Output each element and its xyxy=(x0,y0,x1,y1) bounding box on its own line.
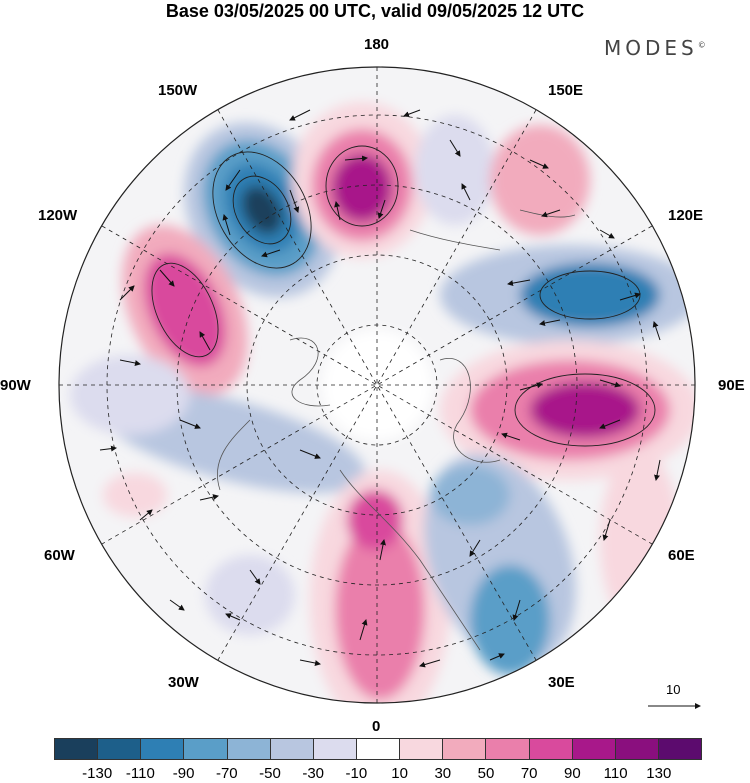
colorbar-tick-label: 50 xyxy=(477,765,495,782)
colorbar-tick-label: -10 xyxy=(345,765,368,782)
colorbar-swatch xyxy=(356,739,401,759)
colorbar-tick-label: -90 xyxy=(172,765,195,782)
logo-text: MODES xyxy=(604,36,698,60)
colorbar-swatch xyxy=(55,739,99,759)
colorbar-swatch xyxy=(529,739,573,759)
colorbar-tick-label: -50 xyxy=(259,765,281,782)
colorbar-swatch xyxy=(313,739,357,759)
lon-label-90w: 90W xyxy=(0,377,31,394)
lon-label-150e: 150E xyxy=(548,82,584,99)
lon-label-30w: 30W xyxy=(168,674,199,691)
wind-vectors xyxy=(99,109,661,669)
copyright-mark: © xyxy=(697,40,706,50)
colorbar-swatch xyxy=(98,739,142,759)
colorbar-swatch xyxy=(615,739,659,759)
polar-map xyxy=(58,66,701,709)
colorbar-swatch xyxy=(443,739,487,759)
colorbar-tick-label: -130 xyxy=(82,765,113,782)
coastlines xyxy=(216,209,576,651)
colorbar-tick-label: 130 xyxy=(646,765,672,782)
lon-label-180: 180 xyxy=(364,36,390,53)
lon-label-120w: 120W xyxy=(38,207,78,224)
colorbar-tick-label: -70 xyxy=(215,765,238,782)
colorbar-swatch xyxy=(227,739,271,759)
lon-label-0: 0 xyxy=(372,718,381,735)
colorbar-tick-label: -30 xyxy=(302,765,325,782)
anomaly-field xyxy=(59,67,695,703)
lon-label-60w: 60W xyxy=(44,547,75,564)
colorbar-swatch xyxy=(658,739,702,759)
lon-label-90e: 90E xyxy=(718,377,745,394)
lon-label-30e: 30E xyxy=(548,674,575,691)
reference-vector-label: 10 xyxy=(666,682,681,697)
lon-label-60e: 60E xyxy=(668,547,695,564)
colorbar-tick-label: 10 xyxy=(391,765,408,782)
colorbar-swatch xyxy=(486,739,530,759)
colorbar-tick-label: 30 xyxy=(434,765,452,782)
colorbar-swatch xyxy=(400,739,444,759)
colorbar-swatch xyxy=(141,739,185,759)
colorbar xyxy=(54,738,702,760)
colorbar-swatch xyxy=(184,739,228,759)
colorbar-tick-label: 70 xyxy=(520,765,538,782)
colorbar-tick-label: 110 xyxy=(603,765,628,782)
graticule xyxy=(59,67,695,703)
modes-logo: MODES© xyxy=(604,36,706,60)
colorbar-tick-label: -110 xyxy=(125,765,155,782)
map-title: Base 03/05/2025 00 UTC, valid 09/05/2025… xyxy=(165,1,585,21)
colorbar-tick-label: 90 xyxy=(564,765,581,782)
lon-label-150w: 150W xyxy=(158,82,198,99)
lon-label-120e: 120E xyxy=(668,207,704,224)
map-boundary xyxy=(58,66,696,704)
colorbar-swatch xyxy=(572,739,616,759)
colorbar-swatch xyxy=(270,739,314,759)
